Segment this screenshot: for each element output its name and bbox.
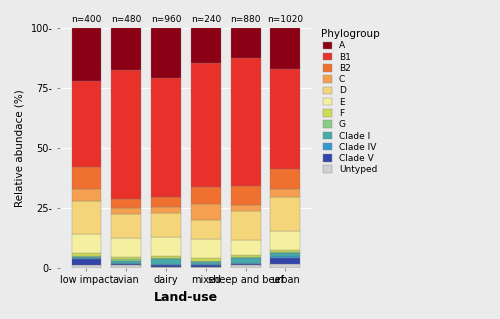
Bar [270, 258, 300, 264]
Y-axis label: Relative abundace (%): Relative abundace (%) [15, 89, 25, 207]
Bar [270, 189, 300, 197]
Bar [72, 256, 102, 257]
Bar [191, 220, 220, 239]
Bar [112, 208, 141, 214]
Bar [151, 264, 181, 265]
Bar [151, 267, 181, 268]
Bar [230, 28, 260, 58]
Text: n=960: n=960 [151, 15, 182, 24]
Bar [112, 259, 141, 261]
Bar [191, 258, 220, 261]
Bar [230, 263, 260, 264]
Bar [230, 265, 260, 268]
Bar [230, 257, 260, 258]
Bar [270, 28, 300, 69]
Bar [72, 253, 102, 256]
Text: n=480: n=480 [111, 15, 142, 24]
Bar [151, 78, 181, 197]
Bar [191, 262, 220, 264]
Bar [112, 199, 141, 208]
Bar [191, 239, 220, 258]
Bar [191, 265, 220, 267]
Bar [72, 257, 102, 258]
Bar [72, 234, 102, 253]
Bar [151, 28, 181, 78]
Bar [230, 186, 260, 205]
Bar [270, 256, 300, 258]
Bar [151, 212, 181, 237]
Bar [112, 264, 141, 265]
Bar [191, 204, 220, 220]
Bar [112, 257, 141, 259]
Text: n=1020: n=1020 [268, 15, 304, 24]
Bar [270, 253, 300, 256]
Bar [151, 259, 181, 264]
Bar [112, 26, 141, 70]
Bar [72, 189, 102, 201]
Bar [72, 80, 102, 167]
Bar [191, 26, 220, 63]
Bar [151, 207, 181, 212]
Bar [230, 211, 260, 240]
Bar [72, 259, 102, 265]
Bar [230, 264, 260, 265]
Bar [151, 237, 181, 256]
Bar [151, 265, 181, 267]
Bar [72, 201, 102, 234]
Bar [270, 69, 300, 169]
Bar [270, 197, 300, 231]
Bar [72, 265, 102, 268]
Bar [270, 169, 300, 189]
Bar [270, 250, 300, 252]
Bar [72, 258, 102, 259]
Bar [191, 267, 220, 268]
Bar [72, 167, 102, 189]
Bar [230, 255, 260, 257]
Bar [112, 263, 141, 264]
Bar [112, 261, 141, 263]
Bar [151, 256, 181, 258]
Bar [191, 261, 220, 262]
X-axis label: Land-use: Land-use [154, 291, 218, 304]
Bar [270, 231, 300, 250]
Bar [191, 264, 220, 265]
Bar [72, 28, 102, 80]
Text: n=240: n=240 [190, 15, 221, 24]
Bar [112, 214, 141, 238]
Bar [230, 58, 260, 186]
Bar [151, 258, 181, 259]
Bar [270, 252, 300, 253]
Bar [151, 197, 181, 207]
Text: n=400: n=400 [71, 15, 102, 24]
Bar [230, 258, 260, 263]
Bar [191, 187, 220, 204]
Bar [230, 240, 260, 255]
Text: n=880: n=880 [230, 15, 261, 24]
Bar [112, 238, 141, 257]
Bar [191, 63, 220, 187]
Legend: A, B1, B2, C, D, E, F, G, Clade I, Clade IV, Clade V, Untyped: A, B1, B2, C, D, E, F, G, Clade I, Clade… [319, 27, 381, 176]
Bar [112, 70, 141, 199]
Bar [112, 265, 141, 268]
Bar [230, 205, 260, 211]
Bar [270, 264, 300, 268]
